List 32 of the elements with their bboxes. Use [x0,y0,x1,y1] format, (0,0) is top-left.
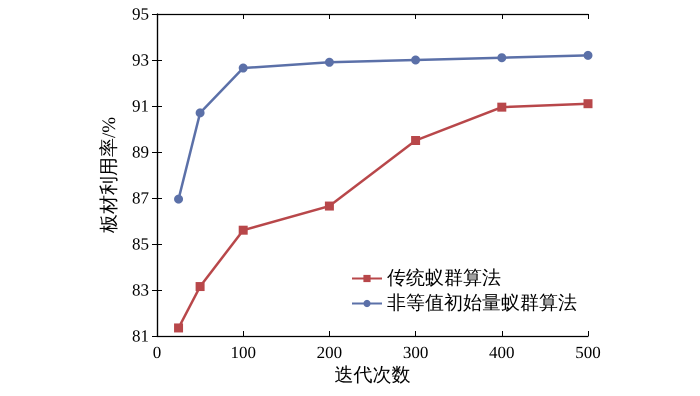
x-tick-label: 100 [230,343,256,362]
legend-label: 非等值初始量蚁群算法 [387,292,577,314]
point [411,136,420,145]
y-tick-label: 89 [132,142,149,162]
y-tick-label: 81 [132,326,149,346]
point [584,50,592,60]
point [196,108,205,118]
y-tick-label: 91 [132,96,149,116]
y-axis-title: 板材利用率/% [98,116,120,234]
x-tick-label: 400 [489,343,515,362]
point [324,202,334,211]
y-tick-label: 85 [132,234,149,254]
point [324,58,334,67]
x-axis-title: 迭代次数 [334,365,410,386]
point [497,102,506,112]
point [196,282,205,292]
y-tick-label: 83 [132,280,149,300]
y-tick-label: 87 [132,188,150,208]
x-tick-label: 500 [575,343,601,362]
y-tick-label: 95 [132,4,149,24]
point [584,99,592,108]
point [174,194,184,204]
point [238,64,248,73]
x-tick-label: 0 [152,343,162,362]
point [174,323,184,332]
x-tick-label: 200 [316,343,342,362]
point [411,56,420,64]
point [497,53,506,62]
y-tick-label: 93 [132,50,149,70]
point [238,226,248,235]
x-tick-label: 300 [402,343,428,362]
legend-label: 传统蚁群算法 [387,268,501,289]
